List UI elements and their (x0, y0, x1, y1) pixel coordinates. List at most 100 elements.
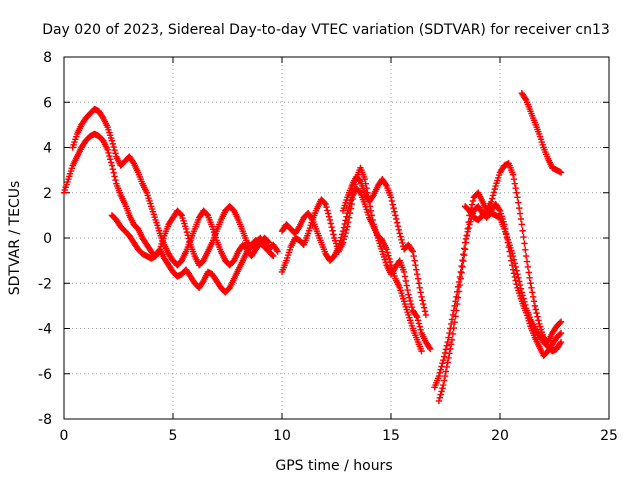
data-point (448, 336, 456, 344)
data-point (411, 257, 418, 264)
data-point (396, 230, 403, 237)
data-point (447, 345, 454, 353)
data-point (534, 313, 541, 320)
data-point (401, 273, 409, 280)
data-point (325, 210, 332, 217)
data-point (450, 324, 457, 332)
data-point (390, 204, 397, 212)
data-point (393, 219, 401, 226)
data-point (394, 223, 402, 230)
data-point (111, 173, 118, 180)
data-point (451, 318, 458, 326)
data-point (441, 372, 449, 380)
data-point (557, 318, 565, 325)
data-point (459, 263, 466, 271)
data-point (461, 245, 468, 252)
data-point (535, 317, 542, 324)
data-point (427, 345, 434, 353)
data-point (458, 262, 465, 270)
data-point (443, 342, 451, 349)
series-track-7 (431, 200, 565, 391)
data-point (270, 252, 277, 260)
data-point (403, 282, 410, 289)
data-point (109, 166, 117, 173)
x-tick-label: 25 (600, 428, 618, 444)
data-point (391, 208, 398, 215)
data-point (517, 285, 525, 292)
series-track-2 (69, 105, 273, 269)
data-point (345, 206, 352, 214)
data-point (109, 140, 117, 148)
data-point (416, 323, 423, 330)
data-point (465, 224, 472, 232)
data-point (426, 344, 433, 351)
data-point (335, 243, 342, 251)
data-point (388, 197, 396, 205)
data-point (530, 298, 538, 305)
data-point (417, 289, 424, 296)
data-point (361, 175, 369, 183)
y-axis-title: SDTVAR / TECUs (7, 181, 23, 296)
data-point (523, 258, 531, 265)
data-point (519, 227, 526, 234)
data-point (447, 341, 455, 348)
data-point (397, 233, 404, 240)
axis-ticks: 0 5 10 15 20 25 -8 -6 -4 -2 0 2 4 6 8 (38, 50, 618, 444)
data-point (342, 217, 349, 224)
data-point (383, 246, 390, 253)
data-point (439, 360, 446, 367)
x-axis-title: GPS time / hours (275, 458, 392, 474)
data-point (489, 192, 497, 199)
data-point (518, 221, 525, 228)
y-tick-label: 4 (43, 141, 52, 157)
data-point (439, 385, 446, 392)
data-point (329, 227, 336, 234)
data-point (469, 197, 477, 205)
data-point (385, 252, 392, 259)
data-point (495, 206, 503, 213)
data-point (274, 248, 281, 255)
chart-title: Day 020 of 2023, Sidereal Day-to-day VTE… (42, 22, 610, 38)
data-points (60, 90, 565, 405)
data-point (340, 224, 348, 231)
data-point (457, 268, 464, 276)
data-point (410, 252, 417, 260)
data-point (457, 275, 464, 282)
data-point (415, 320, 423, 327)
data-point (556, 330, 564, 338)
data-point (525, 269, 532, 276)
data-point (515, 278, 523, 285)
data-point (437, 366, 444, 373)
data-point (325, 213, 333, 220)
data-point (488, 195, 496, 202)
data-point (308, 215, 315, 222)
data-point (343, 213, 350, 220)
data-point (404, 286, 411, 294)
data-point (520, 295, 527, 302)
data-point (389, 201, 396, 208)
data-point (521, 240, 528, 247)
data-point (414, 317, 422, 324)
data-point (519, 292, 526, 299)
data-point (418, 347, 425, 355)
data-point (107, 156, 114, 163)
data-point (346, 200, 354, 207)
y-tick-label: -8 (38, 412, 52, 428)
data-point (265, 239, 273, 246)
data-point (440, 381, 447, 389)
data-point (509, 171, 517, 178)
data-point (328, 223, 335, 231)
data-point (367, 207, 375, 215)
data-point (110, 169, 117, 177)
data-point (413, 312, 420, 320)
data-point (516, 281, 524, 289)
data-point (510, 256, 518, 263)
data-point (465, 218, 472, 226)
data-point (111, 147, 118, 154)
data-point (182, 225, 190, 233)
y-tick-label: -6 (38, 367, 52, 383)
data-point (512, 263, 519, 271)
data-point (521, 298, 528, 306)
y-tick-label: -2 (38, 276, 52, 292)
